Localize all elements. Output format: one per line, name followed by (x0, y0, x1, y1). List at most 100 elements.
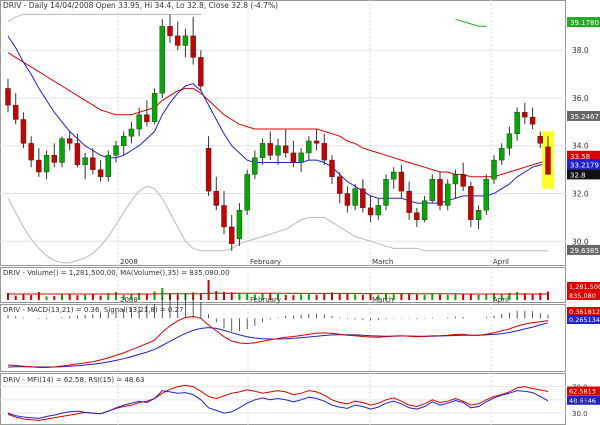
rsi-badge-label: 48.6346 (569, 397, 596, 405)
candle-body (514, 112, 520, 135)
candle-body (545, 146, 551, 175)
volume-bar (14, 295, 17, 300)
volume-badge (567, 291, 600, 300)
macd-badge-label: 0.265134 (569, 316, 600, 324)
chart-title: DRIV - Daily 14/04/2008 Open 33.95, Hi 3… (3, 1, 278, 10)
candle-body (406, 190, 412, 213)
price-tick-label: 32.0 (572, 190, 589, 199)
macd-label: DRIV - MACD(13,21) = 0.36, Signal(13,21,… (3, 306, 184, 314)
price-badge-label: 33.2179 (570, 161, 599, 169)
volume-bar (523, 293, 526, 300)
volume-bar (269, 292, 272, 300)
volume-bar (454, 294, 457, 300)
candle-body (13, 104, 19, 120)
candle-body (398, 171, 405, 192)
volume-bar (292, 295, 295, 300)
volume-bar (107, 293, 110, 300)
candle-body (252, 157, 258, 175)
price-badge-label: 39.1780 (570, 19, 599, 27)
volume-bar (547, 291, 549, 300)
candle-body (175, 35, 181, 46)
volume-bar (61, 294, 63, 300)
volume-bar (516, 292, 519, 300)
price-tick-label: 36.0 (572, 94, 589, 103)
candle-body (244, 174, 250, 211)
candle-body (429, 178, 435, 201)
candle-body (452, 174, 459, 185)
candle-body (329, 159, 335, 177)
volume-bar (223, 292, 225, 300)
volume-bar (300, 294, 303, 300)
volume-bar (423, 294, 426, 300)
axes: 38.0 36.0 34.0 32.0 30.0 2008 2008 February Febr… (120, 17, 600, 418)
volume-bar (315, 294, 318, 300)
volume-bar (346, 294, 349, 300)
candle-body (229, 226, 235, 244)
candle-body (298, 152, 304, 163)
price-badge (567, 169, 600, 180)
volume-bar (446, 294, 449, 300)
candle-body (391, 171, 397, 180)
candle-body (221, 205, 227, 228)
candle-body (90, 157, 96, 170)
volume-bar (431, 294, 434, 300)
volume-bar (369, 294, 372, 300)
candle-body (360, 188, 366, 209)
x-tick-label: April (493, 258, 509, 266)
price-tick-label: 34.0 (572, 142, 589, 151)
candle-body (128, 128, 135, 137)
candle-body (367, 207, 374, 216)
volume-bar (199, 293, 202, 300)
candle-body (205, 147, 212, 192)
macd-panel (7, 292, 549, 368)
candle-body (344, 193, 351, 206)
candle-body (190, 35, 196, 58)
candle-body (267, 143, 273, 156)
x-tick-label-volume: March (372, 296, 393, 304)
candle-body (236, 210, 243, 240)
x-tick-label: 2008 (120, 258, 138, 266)
volume-bar (53, 296, 56, 300)
volume-bar (408, 293, 411, 300)
volume-bar (7, 293, 9, 300)
volume-badge-label: 1,281,500 (569, 283, 600, 291)
price-panel-frame (0, 0, 566, 266)
volume-bar (99, 295, 102, 300)
volume-bar (469, 293, 472, 300)
volume-bar (45, 296, 48, 300)
candle-body (445, 183, 451, 206)
candle-body (321, 143, 327, 161)
candle-body (259, 143, 266, 158)
volume-bar (230, 292, 233, 300)
volume-bar (192, 292, 195, 300)
volume-panel (7, 280, 549, 300)
candle-body (468, 186, 474, 220)
volume-badge-label: 835,080 (569, 292, 596, 300)
price-badge-label: 29.6385 (570, 247, 599, 255)
volume-label: DRIV - Volume() = 1,281,500.00, MA(Volum… (3, 269, 229, 277)
candle-body (437, 178, 443, 206)
candle-body (151, 93, 158, 123)
volume-bar (138, 292, 141, 300)
candle-body (283, 145, 289, 154)
x-tick-label-volume: 2008 (120, 296, 138, 304)
candle-body (414, 212, 420, 220)
candle-body (337, 176, 343, 194)
volume-bar (130, 294, 133, 300)
volume-bar (415, 294, 418, 300)
volume-bar (145, 294, 148, 300)
price-tick-label: 30.0 (572, 237, 589, 246)
price-badge-label: 32.8 (570, 171, 586, 179)
volume-bar (68, 293, 71, 300)
candle-body (460, 174, 466, 187)
volume-badge (567, 282, 600, 291)
volume-bar (76, 295, 79, 300)
candle-body (28, 143, 34, 161)
volume-bar (277, 294, 279, 300)
upper-band-green-line (455, 18, 487, 27)
volume-bar (215, 291, 218, 300)
candle-body (213, 190, 219, 206)
candle-body (59, 138, 65, 163)
macd-badge-label: 0.361812 (569, 308, 600, 316)
